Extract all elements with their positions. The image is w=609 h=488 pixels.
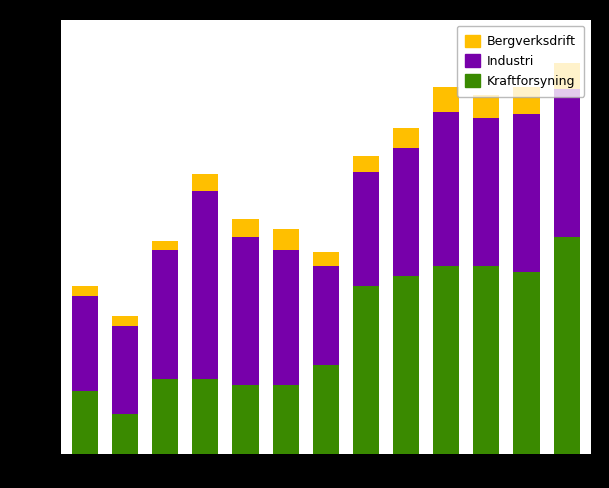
Bar [273, 250, 299, 385]
Bar [433, 87, 459, 112]
Bar [273, 229, 299, 250]
Bar [152, 250, 178, 379]
Bar [313, 266, 339, 365]
Bar [513, 87, 540, 114]
Bar [513, 114, 540, 272]
Bar [192, 379, 219, 454]
Bar [112, 414, 138, 454]
Legend: Bergverksdrift, Industri, Kraftforsyning: Bergverksdrift, Industri, Kraftforsyning [457, 26, 585, 97]
Bar [72, 286, 98, 296]
Bar [233, 219, 259, 237]
Bar [554, 89, 580, 237]
Bar [554, 237, 580, 454]
Bar [393, 148, 419, 276]
Bar [112, 325, 138, 414]
Bar [273, 385, 299, 454]
Bar [313, 252, 339, 266]
Bar [393, 128, 419, 148]
Bar [192, 191, 219, 379]
Bar [473, 266, 499, 454]
Bar [513, 272, 540, 454]
Bar [233, 237, 259, 385]
Bar [433, 266, 459, 454]
Bar [433, 112, 459, 266]
Bar [353, 286, 379, 454]
Bar [353, 171, 379, 286]
Bar [353, 156, 379, 171]
Bar [233, 385, 259, 454]
Bar [112, 316, 138, 325]
Bar [554, 63, 580, 89]
Bar [473, 118, 499, 266]
Bar [152, 379, 178, 454]
Bar [393, 276, 419, 454]
Bar [313, 365, 339, 454]
Bar [192, 174, 219, 191]
Bar [473, 95, 499, 118]
Bar [72, 296, 98, 391]
Bar [152, 241, 178, 250]
Bar [72, 391, 98, 454]
